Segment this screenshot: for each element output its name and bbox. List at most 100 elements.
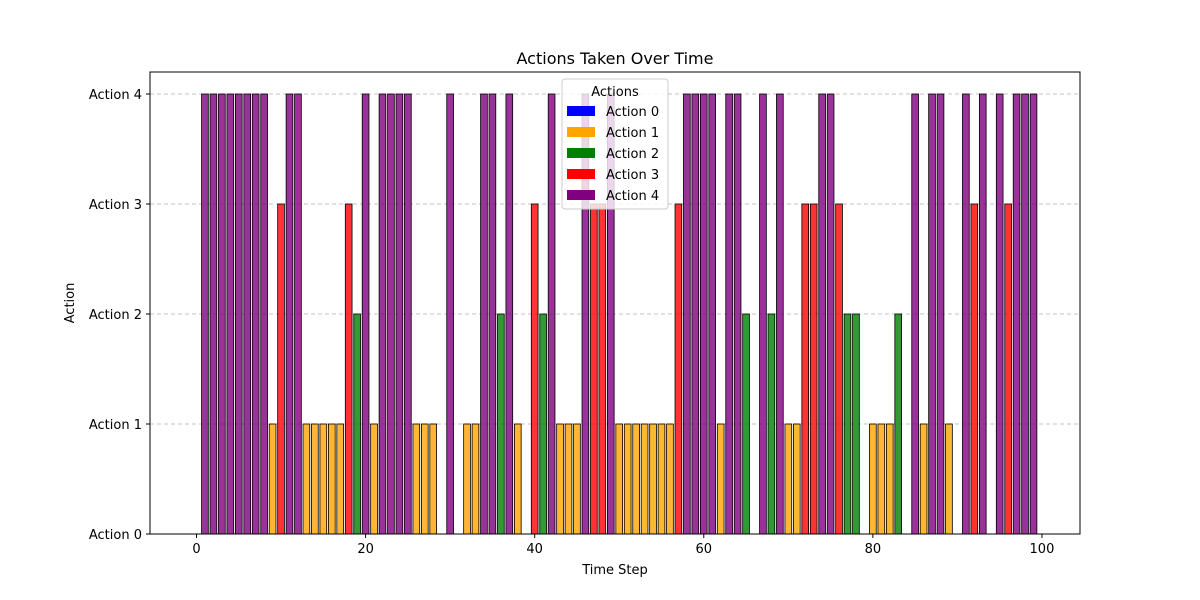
bar-53	[640, 423, 649, 535]
y-tick-label-3: Action 3	[89, 198, 142, 213]
bar-56	[666, 423, 674, 535]
x-tick-label-20: 20	[357, 542, 374, 557]
bar-15	[319, 423, 328, 535]
bar-2	[209, 93, 218, 535]
bar-61	[708, 93, 717, 535]
bar-96	[1004, 203, 1012, 535]
bar-98	[1021, 93, 1029, 535]
bar-60	[699, 93, 708, 535]
bar-17	[336, 423, 345, 535]
bar-30	[446, 93, 454, 535]
bar-52	[632, 423, 640, 535]
bar-78	[852, 313, 860, 535]
bar-10	[277, 203, 285, 535]
bar-13	[302, 423, 311, 535]
x-tick-label-40: 40	[526, 542, 543, 557]
bar-9	[268, 423, 277, 535]
bar-8	[260, 93, 268, 535]
legend-swatch-0	[567, 106, 595, 116]
bar-44	[564, 423, 573, 535]
bar-67	[759, 93, 767, 535]
bar-77	[843, 313, 852, 535]
bar-89	[945, 423, 953, 535]
x-tick-label-100: 100	[1030, 542, 1055, 557]
y-tick-label-0: Action 0	[89, 528, 142, 543]
legend-label-2: Action 2	[606, 147, 659, 162]
legend-swatch-2	[567, 148, 595, 158]
bar-45	[573, 423, 581, 535]
bar-75	[826, 93, 835, 535]
bar-32	[463, 423, 471, 535]
legend-label-3: Action 3	[606, 168, 659, 183]
bar-40	[530, 203, 539, 535]
plot-frame	[149, 71, 1081, 535]
bar-69	[776, 93, 784, 535]
y-tick-label-2: Action 2	[89, 308, 142, 323]
bar-14	[311, 423, 319, 535]
bar-88	[936, 93, 945, 535]
bar-34	[480, 93, 488, 535]
bar-41	[539, 313, 547, 535]
bar-68	[767, 313, 776, 535]
bar-21	[370, 423, 378, 535]
bar-62	[716, 423, 725, 535]
x-tick-label-0: 0	[192, 542, 200, 557]
legend-swatch-1	[567, 127, 595, 137]
bar-36	[497, 313, 505, 535]
bar-63	[725, 93, 733, 535]
bar-87	[928, 93, 936, 535]
legend-entries: Action 0 Action 1 Action 2 Action 3 Action 4	[567, 105, 659, 204]
bar-72	[801, 203, 810, 535]
bar-50	[615, 423, 624, 535]
bar-92	[970, 203, 979, 535]
bar-16	[327, 423, 336, 535]
y-axis-ticks: Action 0 Action 1 Action 2 Action 3 Action 4	[89, 88, 150, 543]
x-tick-label-80: 80	[865, 542, 882, 557]
bar-85	[911, 93, 919, 535]
x-axis-label: Time Step	[581, 563, 648, 578]
bar-58	[683, 93, 691, 535]
bar-28	[429, 423, 438, 535]
legend-label-1: Action 1	[606, 126, 659, 141]
bar-33	[471, 423, 480, 535]
bar-18	[344, 203, 353, 535]
bar-73	[809, 203, 818, 535]
legend-title: Actions	[591, 85, 639, 100]
x-axis-ticks: 0 20 40 60 80 100	[192, 534, 1054, 557]
bar-59	[691, 93, 700, 535]
bar-22	[378, 93, 387, 535]
bar-80	[869, 423, 877, 535]
bar-27	[420, 423, 429, 535]
bar-4	[226, 93, 235, 535]
bar-82	[885, 423, 894, 535]
bar-24	[395, 93, 404, 535]
bar-86	[919, 423, 928, 535]
bar-54	[649, 423, 657, 535]
bar-97	[1012, 93, 1021, 535]
bar-12	[294, 93, 302, 535]
legend-swatch-3	[567, 169, 595, 179]
bar-76	[835, 203, 843, 535]
y-axis-label: Action	[63, 283, 78, 324]
legend-label-4: Action 4	[606, 189, 659, 204]
bar-74	[818, 93, 826, 535]
x-tick-label-60: 60	[695, 542, 712, 557]
bar-38	[513, 423, 522, 535]
bar-6	[243, 93, 252, 535]
bar-91	[962, 93, 970, 535]
legend-label-0: Action 0	[606, 105, 659, 120]
bar-7	[251, 93, 260, 535]
bars-group	[201, 93, 1038, 535]
bar-3	[218, 93, 226, 535]
bar-19	[353, 313, 361, 535]
bar-55	[657, 423, 666, 535]
bar-35	[488, 93, 497, 535]
bar-71	[792, 423, 801, 535]
legend: Actions Action 0 Action 1 Action 2 Action 3…	[561, 78, 669, 210]
bar-48	[598, 203, 607, 535]
bar-11	[285, 93, 294, 535]
bar-47	[590, 203, 598, 535]
bar-57	[674, 203, 683, 535]
chart-title: Actions Taken Over Time	[517, 49, 714, 68]
